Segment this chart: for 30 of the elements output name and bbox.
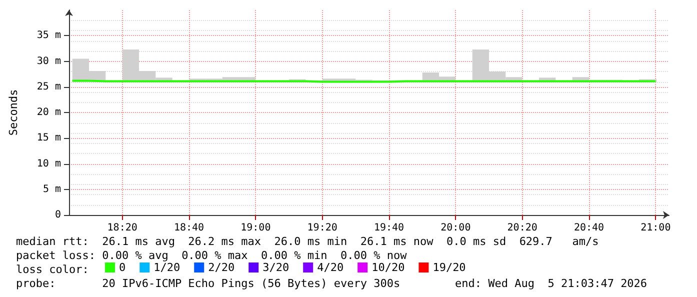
- y-tick-label: 15 m: [36, 132, 61, 144]
- x-tick-label: 19:40: [374, 222, 404, 234]
- x-tick-label: 20:40: [574, 222, 604, 234]
- y-tick-label: 30 m: [36, 56, 61, 67]
- y-tick-label: 25 m: [36, 81, 61, 92]
- legend-label: 0: [119, 261, 126, 274]
- x-tick-label: 18:20: [107, 222, 138, 234]
- y-axis-title: Seconds: [7, 89, 20, 136]
- legend-label: 3/20: [262, 261, 290, 274]
- y-tick-label: 0: [54, 210, 61, 220]
- text: probe: 20 IPv6-ICMP Echo Pings (56 Bytes) every 300s: [16, 277, 400, 290]
- y-tick-label: 20 m: [36, 107, 61, 118]
- legend-label: 10/20: [372, 261, 405, 274]
- legend-label: 2/20: [208, 261, 235, 274]
- text: median rtt: 26.1 ms avg 26.2 ms max 26.0 ms min 26.1 ms now 0.0 ms sd 629.7 am/s: [16, 235, 599, 248]
- x-tick-label: 18:40: [174, 222, 204, 234]
- legend-title: loss color:: [16, 263, 89, 276]
- legend-label: 19/20: [432, 261, 466, 274]
- y-tick-label: 35 m: [36, 30, 61, 42]
- x-tick-label: 19:20: [307, 222, 338, 234]
- x-tick-label: 19:00: [240, 222, 271, 234]
- x-tick-label: 20:20: [507, 222, 538, 234]
- x-tick-label: 20:00: [440, 222, 471, 234]
- text: end: Wed Aug 5 21:03:47 2026: [455, 277, 648, 290]
- legend-label: 4/20: [317, 261, 344, 274]
- y-tick-label: 5 m: [42, 184, 61, 195]
- y-tick-label: 10 m: [36, 158, 61, 170]
- text: packet loss: 0.00 % avg 0.00 % max 0.00 % min 0.00 % now: [16, 249, 407, 262]
- x-tick-label: 21:00: [640, 222, 671, 234]
- legend-label: 1/20: [154, 261, 180, 274]
